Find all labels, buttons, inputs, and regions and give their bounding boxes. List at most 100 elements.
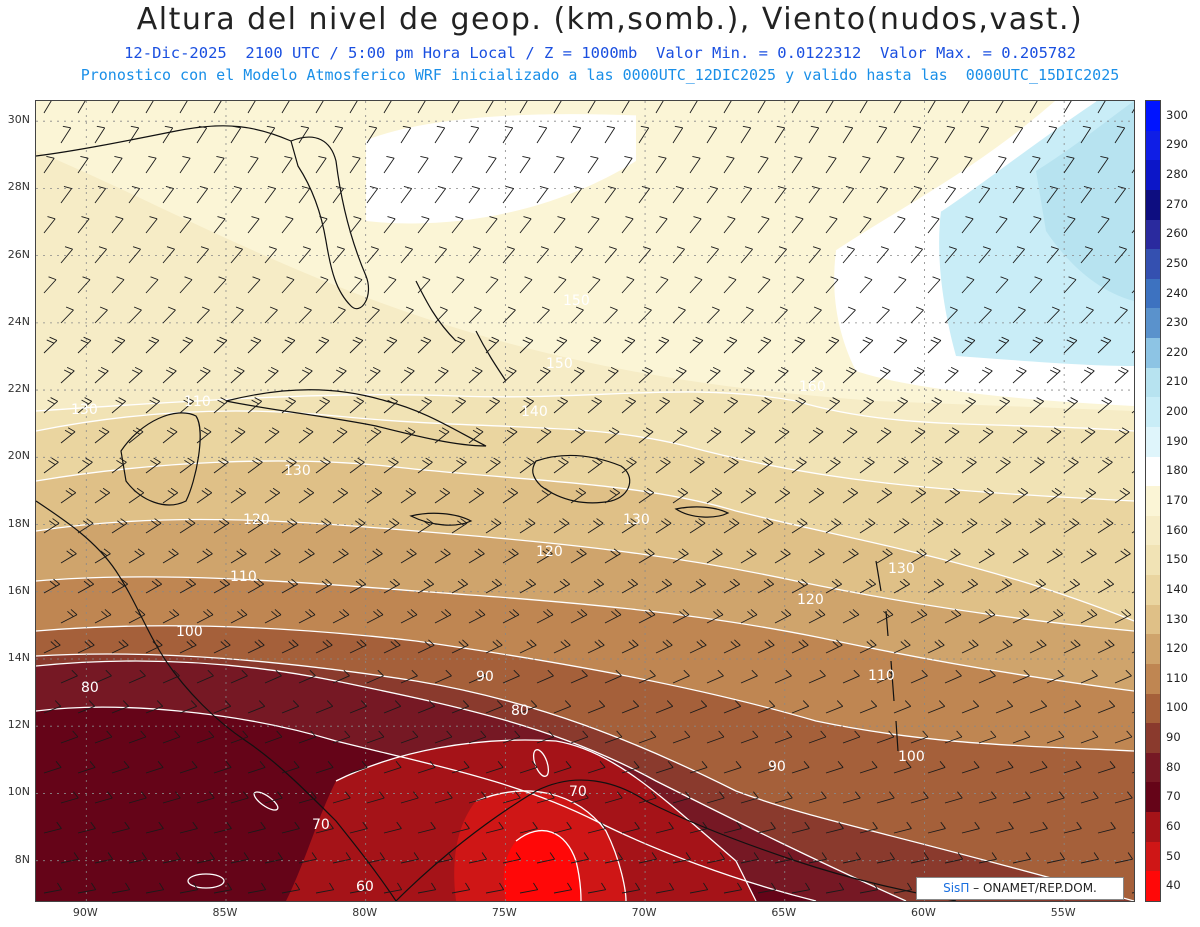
wind-barb: [706, 366, 721, 384]
wind-barb: [740, 186, 753, 204]
wind-barb: [1046, 548, 1063, 564]
wind-barb: [808, 791, 827, 804]
wind-barb: [485, 760, 504, 774]
colorbar-label: 40: [1166, 878, 1181, 893]
wind-barb: [961, 700, 980, 714]
wind-barb: [434, 427, 450, 444]
wind-barb: [196, 246, 209, 264]
wind-barb: [1029, 276, 1043, 294]
wind-barb: [774, 306, 788, 324]
wind-barb: [111, 639, 129, 654]
wind-barb: [740, 246, 753, 264]
wind-barb: [298, 730, 317, 744]
wind-barb: [1046, 852, 1065, 864]
wind-barb: [60, 427, 76, 444]
wind-barb: [672, 366, 687, 384]
wind-barb: [77, 397, 92, 414]
wind-barb: [706, 852, 725, 864]
wind-barb: [723, 155, 735, 174]
wind-barb: [451, 518, 468, 534]
wind-barb: [298, 246, 311, 264]
wind-barb: [468, 487, 485, 504]
wind-barb: [349, 155, 361, 174]
wind-barb: [502, 246, 515, 264]
wind-barb: [332, 669, 350, 684]
wind-barb: [162, 487, 179, 504]
wind-barb: [842, 487, 859, 504]
wind-barb: [417, 336, 432, 354]
coast-bahamas: [415, 280, 507, 382]
wind-barb: [145, 821, 164, 834]
wind-barb: [519, 397, 534, 414]
wind-barb: [842, 366, 857, 384]
wind-barb: [689, 397, 704, 414]
wind-barb: [349, 336, 364, 354]
wind-barb: [621, 457, 637, 474]
wind-barb: [349, 216, 362, 234]
colorbar-label: 160: [1166, 522, 1188, 537]
wind-barb: [43, 700, 62, 714]
wind-barb: [910, 186, 923, 204]
wind-barb: [145, 276, 159, 294]
wind-barb: [128, 186, 141, 204]
wind-barb: [621, 518, 638, 534]
wind-barb: [1097, 457, 1113, 474]
wind-barb: [791, 457, 807, 474]
wind-barb: [264, 852, 283, 864]
wind-barb: [43, 216, 56, 234]
wind-barb: [570, 125, 582, 144]
wind-barb: [1097, 639, 1115, 654]
wind-barb: [196, 125, 208, 144]
wind-barb: [825, 216, 838, 234]
wind-barb: [1063, 155, 1075, 174]
wind-barb: [230, 125, 242, 144]
wind-barb: [842, 730, 861, 744]
wind-barb: [536, 427, 552, 444]
colorbar-label: 60: [1166, 818, 1181, 833]
wind-barb: [451, 397, 466, 414]
wind-barb: [298, 366, 313, 384]
wind-barb: [230, 609, 248, 624]
wind-barb: [876, 852, 895, 864]
wind-barb: [1080, 246, 1093, 264]
wind-barb: [1012, 730, 1031, 744]
wind-barb: [1029, 639, 1047, 654]
wind-barb: [1097, 101, 1106, 114]
wind-barb: [570, 669, 588, 684]
wind-barb: [553, 397, 568, 414]
colorbar-swatch: [1146, 456, 1160, 487]
colorbar-label: 220: [1166, 344, 1188, 359]
wind-barb: [978, 548, 995, 564]
wind-barb: [485, 578, 502, 594]
wind-barb: [264, 366, 279, 384]
wind-barb: [876, 669, 894, 684]
colorbar-swatch: [1146, 308, 1160, 339]
wind-barb: [417, 578, 434, 594]
colorbar-label: 90: [1166, 730, 1181, 745]
wind-barb: [1114, 246, 1127, 264]
wind-barb: [655, 457, 671, 474]
wind-barb: [655, 518, 672, 534]
wind-barb: [910, 246, 923, 264]
wind-barb: [961, 276, 975, 294]
band-180-white-north: [366, 114, 636, 224]
wind-barb: [570, 487, 587, 504]
wind-barb: [1012, 186, 1025, 204]
wind-barb: [1097, 821, 1116, 834]
wind-barb: [689, 578, 706, 594]
colorbar: [1145, 100, 1161, 902]
wind-barb: [655, 700, 674, 714]
wind-barb: [230, 246, 243, 264]
wind-barb: [230, 487, 247, 504]
wind-barb: [655, 882, 675, 894]
colorbar-label: 300: [1166, 107, 1188, 122]
colorbar-swatch: [1146, 278, 1160, 309]
wind-barb: [519, 155, 531, 174]
lat-label: 10N: [7, 785, 30, 799]
wind-barb: [995, 336, 1010, 354]
wind-barb: [706, 246, 719, 264]
wind-barb: [196, 791, 215, 804]
wind-barbs: [43, 101, 1134, 894]
wind-barb: [859, 155, 871, 174]
wind-barb: [230, 852, 249, 864]
